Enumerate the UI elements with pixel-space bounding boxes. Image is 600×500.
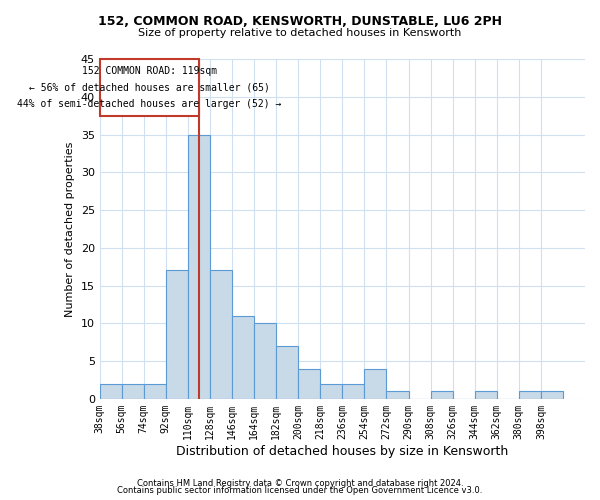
Bar: [166, 270, 188, 399]
Text: Contains HM Land Registry data © Crown copyright and database right 2024.: Contains HM Land Registry data © Crown c…: [137, 478, 463, 488]
Text: Contains public sector information licensed under the Open Government Licence v3: Contains public sector information licen…: [118, 486, 482, 495]
Text: Size of property relative to detached houses in Kensworth: Size of property relative to detached ho…: [139, 28, 461, 38]
Bar: [475, 392, 497, 399]
Text: 152 COMMON ROAD: 119sqm: 152 COMMON ROAD: 119sqm: [82, 66, 217, 76]
Text: 44% of semi-detached houses are larger (52) →: 44% of semi-detached houses are larger (…: [17, 99, 281, 109]
Bar: [386, 392, 409, 399]
Bar: [364, 368, 386, 399]
Text: ← 56% of detached houses are smaller (65): ← 56% of detached houses are smaller (65…: [29, 82, 270, 92]
Y-axis label: Number of detached properties: Number of detached properties: [65, 141, 75, 316]
Bar: [210, 270, 232, 399]
Bar: [431, 392, 452, 399]
Bar: [519, 392, 541, 399]
Bar: [254, 324, 276, 399]
Bar: [188, 134, 210, 399]
Bar: [232, 316, 254, 399]
Bar: [320, 384, 343, 399]
Bar: [144, 384, 166, 399]
Bar: [122, 384, 144, 399]
Bar: [343, 384, 364, 399]
Bar: [100, 384, 122, 399]
Bar: [541, 392, 563, 399]
Bar: [276, 346, 298, 399]
Text: 152, COMMON ROAD, KENSWORTH, DUNSTABLE, LU6 2PH: 152, COMMON ROAD, KENSWORTH, DUNSTABLE, …: [98, 15, 502, 28]
X-axis label: Distribution of detached houses by size in Kensworth: Distribution of detached houses by size …: [176, 444, 508, 458]
FancyBboxPatch shape: [100, 59, 199, 116]
Bar: [298, 368, 320, 399]
